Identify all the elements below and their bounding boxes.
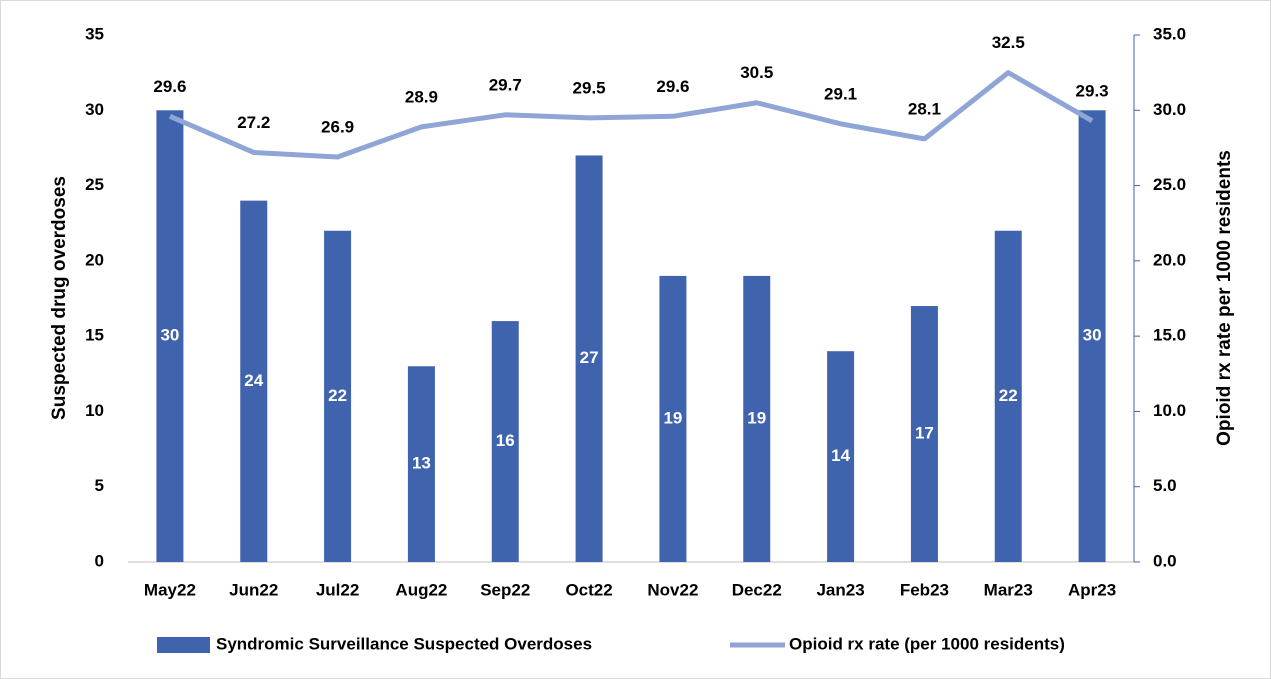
bar-value-label: 22 xyxy=(328,386,347,405)
bar xyxy=(827,351,855,562)
line-value-label: 28.1 xyxy=(908,99,941,118)
bar-value-label: 22 xyxy=(999,386,1018,405)
y2-tick-label: 5.0 xyxy=(1153,476,1177,495)
bar-value-label: 19 xyxy=(663,408,682,427)
y2-tick-label: 20.0 xyxy=(1153,250,1186,269)
y-tick-label: 20 xyxy=(85,250,104,269)
line-value-label: 29.1 xyxy=(824,84,857,103)
bar xyxy=(240,200,268,562)
line-value-label: 29.6 xyxy=(153,77,186,96)
legend-label: Opioid rx rate (per 1000 residents) xyxy=(789,634,1065,653)
legend-label: Syndromic Surveillance Suspected Overdos… xyxy=(216,634,592,653)
y-axis-title: Suspected drug overdoses xyxy=(49,176,70,420)
y-tick-label: 35 xyxy=(85,24,104,43)
x-tick-label: Feb23 xyxy=(900,580,949,599)
bar xyxy=(910,306,938,562)
x-tick-label: Jun22 xyxy=(229,580,278,599)
bar-value-label: 27 xyxy=(580,348,599,367)
y2-axis-title: Opioid rx rate per 1000 residents xyxy=(1214,150,1235,446)
bar-value-label: 24 xyxy=(244,371,263,390)
x-tick-label: Aug22 xyxy=(395,580,447,599)
x-tick-label: Dec22 xyxy=(732,580,782,599)
bar-value-label: 13 xyxy=(412,454,431,473)
bar xyxy=(575,155,603,562)
line xyxy=(168,70,1094,160)
bar xyxy=(659,275,687,562)
bar xyxy=(324,230,352,562)
y-tick-label: 30 xyxy=(85,100,104,119)
y2-tick-label: 35.0 xyxy=(1153,24,1186,43)
x-tick-label: Apr23 xyxy=(1068,580,1116,599)
bar xyxy=(491,321,519,562)
x-tick-label: Nov22 xyxy=(647,580,698,599)
bar-value-label: 19 xyxy=(747,408,766,427)
line-value-label: 29.6 xyxy=(656,77,689,96)
y2-tick-label: 0.0 xyxy=(1153,551,1177,570)
y-tick-label: 0 xyxy=(95,551,104,570)
bar-value-label: 16 xyxy=(496,431,515,450)
y2-tick-label: 10.0 xyxy=(1153,401,1186,420)
bar-value-label: 30 xyxy=(1083,326,1102,345)
bar xyxy=(994,230,1022,562)
x-tick-label: Sep22 xyxy=(480,580,530,599)
y-tick-label: 15 xyxy=(85,326,104,345)
bar xyxy=(407,366,435,562)
y-tick-label: 5 xyxy=(95,476,104,495)
bar xyxy=(1078,110,1106,563)
x-tick-label: Mar23 xyxy=(984,580,1033,599)
line-value-label: 32.5 xyxy=(992,33,1025,52)
y-tick-label: 25 xyxy=(85,175,104,194)
line-value-label: 28.9 xyxy=(405,87,438,106)
x-tick-label: Jul22 xyxy=(316,580,359,599)
line-value-label: 30.5 xyxy=(740,63,773,82)
bar-value-label: 30 xyxy=(160,326,179,345)
line-value-label: 29.3 xyxy=(1076,81,1109,100)
bar xyxy=(156,110,184,563)
bar-value-label: 14 xyxy=(831,446,850,465)
y2-tick-label: 30.0 xyxy=(1153,100,1186,119)
line-value-label: 29.5 xyxy=(573,78,606,97)
bar xyxy=(743,275,771,562)
line-value-label: 27.2 xyxy=(237,113,270,132)
bar-value-label: 17 xyxy=(915,423,934,442)
y-tick-label: 10 xyxy=(85,401,104,420)
x-tick-label: Oct22 xyxy=(565,580,612,599)
x-tick-label: May22 xyxy=(144,580,196,599)
line-value-label: 29.7 xyxy=(489,75,522,94)
y2-tick-label: 25.0 xyxy=(1153,175,1186,194)
legend-swatch xyxy=(157,637,210,653)
line-value-label: 26.9 xyxy=(321,117,354,136)
y2-tick-label: 15.0 xyxy=(1153,326,1186,345)
x-tick-label: Jan23 xyxy=(816,580,864,599)
